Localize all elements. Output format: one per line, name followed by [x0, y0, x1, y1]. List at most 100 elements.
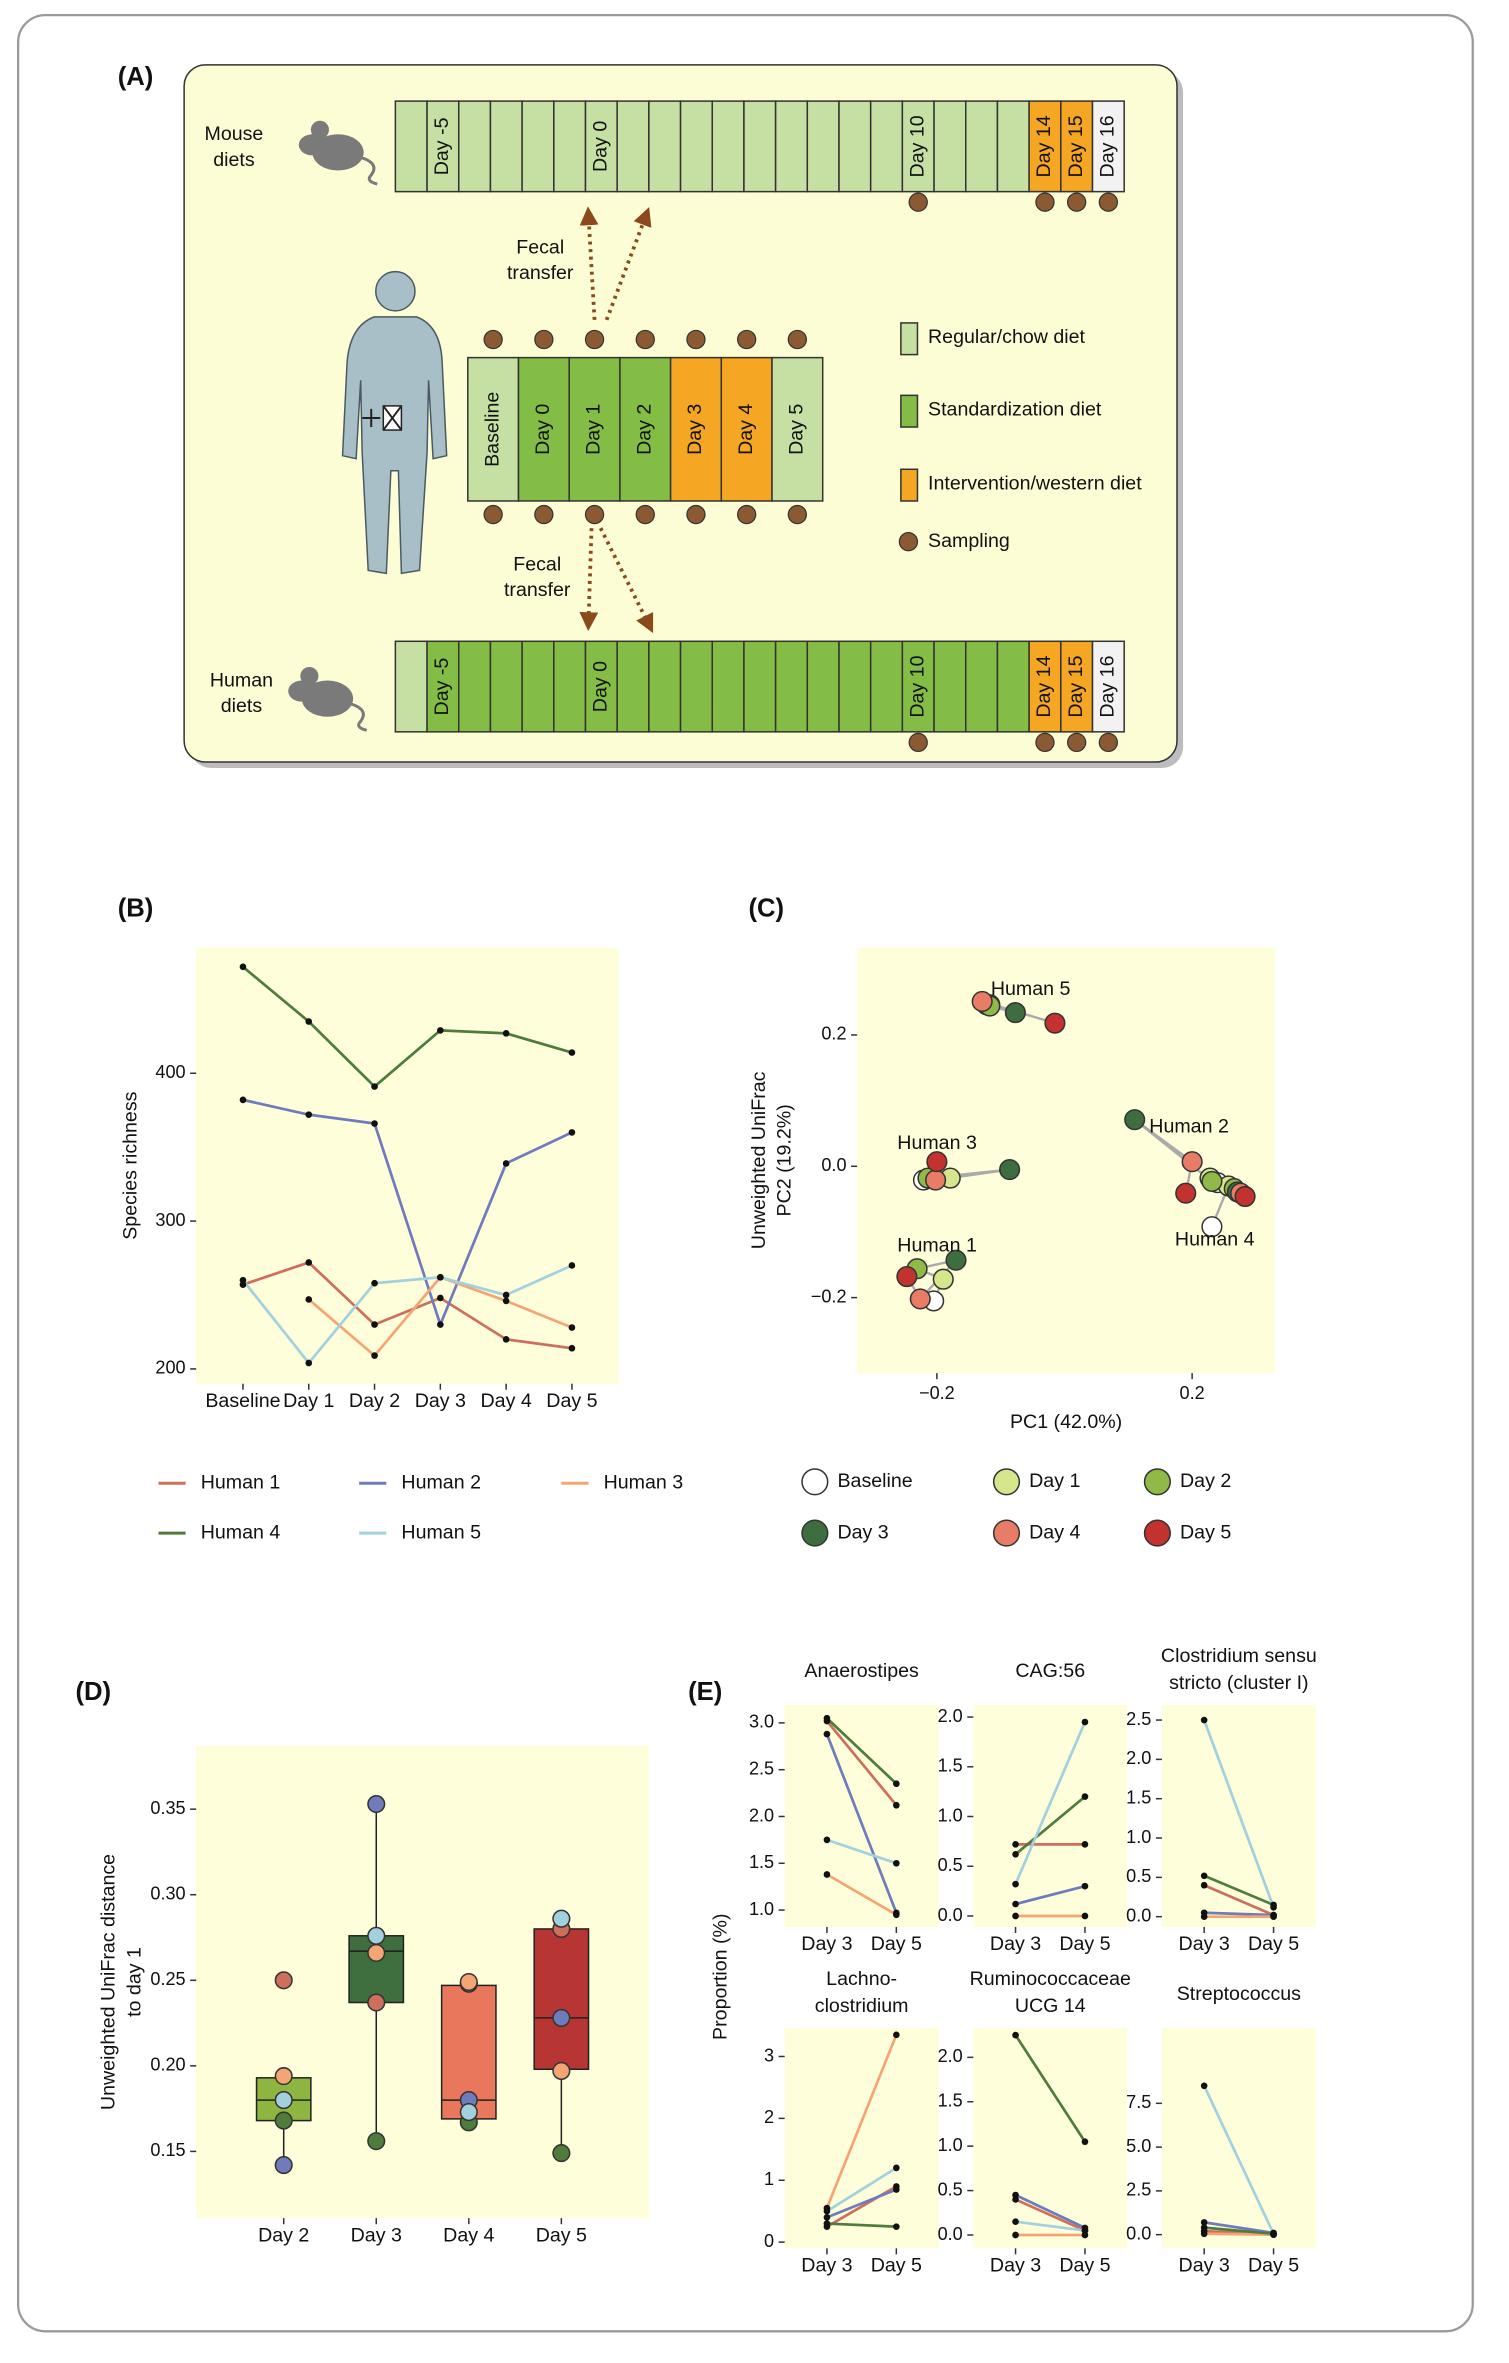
diet-cell: [517, 356, 570, 502]
diet-cell: [964, 100, 999, 193]
sampling-dot: [1067, 192, 1087, 212]
data-point: [893, 1911, 900, 1919]
data-point: [502, 1030, 510, 1037]
subplot-title: Streptococcus: [1177, 1983, 1301, 2005]
series-line: [1202, 1719, 1275, 1908]
diet-cell: [869, 640, 904, 733]
diet-cell: [964, 640, 999, 733]
legend-label: Regular/chow diet: [928, 326, 1086, 348]
data-point: [367, 1943, 386, 1962]
data-point: [823, 2220, 831, 2227]
x-tick-label: 0.2: [1180, 1383, 1205, 1403]
data-point: [1200, 2230, 1208, 2238]
data-point: [893, 2186, 900, 2193]
annotation: Human 3: [897, 1132, 977, 1154]
y-tick-label: 1.5: [938, 2091, 963, 2111]
legend-marker: [900, 322, 919, 356]
plot-background: [1161, 2028, 1316, 2249]
y-axis-label: Unweighted UniFrac: [748, 1071, 770, 1249]
data-point: [371, 1120, 378, 1127]
y-axis-label: to day 1: [123, 1947, 145, 2017]
mouse-head: [288, 680, 316, 702]
row-label: Mouse: [204, 123, 263, 145]
series-line: [1015, 1884, 1086, 1906]
data-point: [893, 1801, 900, 1809]
data-point: [305, 1359, 313, 1367]
sampling-dot: [635, 504, 655, 525]
y-tick-label: 1.5: [749, 1852, 774, 1872]
data-point: [552, 2061, 571, 2081]
data-point: [239, 1276, 247, 1284]
y-tick-label: 0: [764, 2231, 774, 2251]
diet-cell: [489, 640, 523, 733]
data-point: [823, 2207, 831, 2215]
data-point: [932, 1268, 954, 1290]
fecal-transfer-label: transfer: [507, 262, 574, 284]
legend-marker: [898, 532, 919, 552]
y-tick-label: 0.5: [1126, 1866, 1151, 1886]
x-tick-label: Day 3: [1179, 2255, 1230, 2277]
diet-cell: [619, 356, 672, 502]
series-line: [1203, 2221, 1274, 2235]
legend-label: Human 4: [201, 1521, 281, 1543]
x-tick-label: Day 4: [443, 2224, 494, 2246]
data-point: [1200, 1716, 1208, 1724]
day-label: Day 2: [633, 404, 655, 455]
data-point: [274, 2067, 293, 2086]
data-point: [1200, 2224, 1208, 2231]
data-point: [502, 1297, 510, 1305]
data-point: [437, 1027, 444, 1034]
series-line: [1014, 2198, 1086, 2232]
legend-label: Day 2: [1180, 1470, 1231, 1492]
transfer-arrow: [579, 206, 599, 321]
diet-cell: [806, 100, 840, 193]
y-tick-label: 7.5: [1126, 2092, 1151, 2112]
subplot-title: stricto (cluster I): [1169, 1672, 1308, 1694]
day-label: Day 4: [735, 404, 757, 455]
sampling-dot: [483, 329, 503, 350]
diet-cell: [1091, 100, 1125, 193]
diet-cell: [869, 100, 904, 193]
data-point: [1081, 1912, 1089, 1920]
data-point: [371, 1352, 378, 1359]
diet-cell: [679, 100, 714, 193]
legend-label: Human 5: [401, 1521, 481, 1543]
x-axis-label: PC1 (42.0%): [1010, 1411, 1122, 1433]
x-tick-label: Day 5: [1059, 1933, 1110, 1955]
data-point: [502, 1336, 510, 1343]
data-point: [823, 1836, 831, 1844]
sampling-dot: [1098, 192, 1119, 212]
row-label: Human: [210, 669, 273, 691]
diet-cell: [806, 640, 840, 733]
day-label: Day 5: [786, 404, 808, 455]
annotation: Human 1: [897, 1235, 977, 1257]
data-point: [1081, 1793, 1089, 1800]
panel-label: (C): [748, 895, 784, 923]
diet-cell: [901, 100, 935, 193]
data-point: [552, 1909, 571, 1928]
plot-background: [784, 1705, 939, 1927]
diet-cell: [521, 640, 555, 733]
data-point: [1201, 1216, 1223, 1238]
series-line: [826, 2188, 897, 2219]
diet-cell: [457, 100, 492, 193]
x-tick-label: Day 3: [415, 1390, 466, 1412]
data-point: [893, 2223, 900, 2230]
data-point: [568, 1344, 576, 1352]
series-line: [1014, 1795, 1086, 1856]
data-point: [1044, 1012, 1066, 1034]
plot-background: [784, 2028, 939, 2249]
data-point: [274, 1971, 293, 1990]
transfer-arrow: [579, 528, 599, 632]
data-point: [1124, 1109, 1146, 1131]
data-point: [1201, 1170, 1223, 1192]
legend-marker: [1143, 1519, 1171, 1547]
panel-label: (E): [688, 1678, 722, 1706]
sampling-dot: [736, 329, 757, 350]
day-label: Day 1: [583, 404, 605, 455]
data-point: [1012, 1900, 1019, 1908]
mouse-ear: [310, 120, 329, 139]
diet-cell: [489, 100, 523, 193]
panel-label: (D): [75, 1678, 111, 1706]
data-point: [239, 963, 247, 971]
